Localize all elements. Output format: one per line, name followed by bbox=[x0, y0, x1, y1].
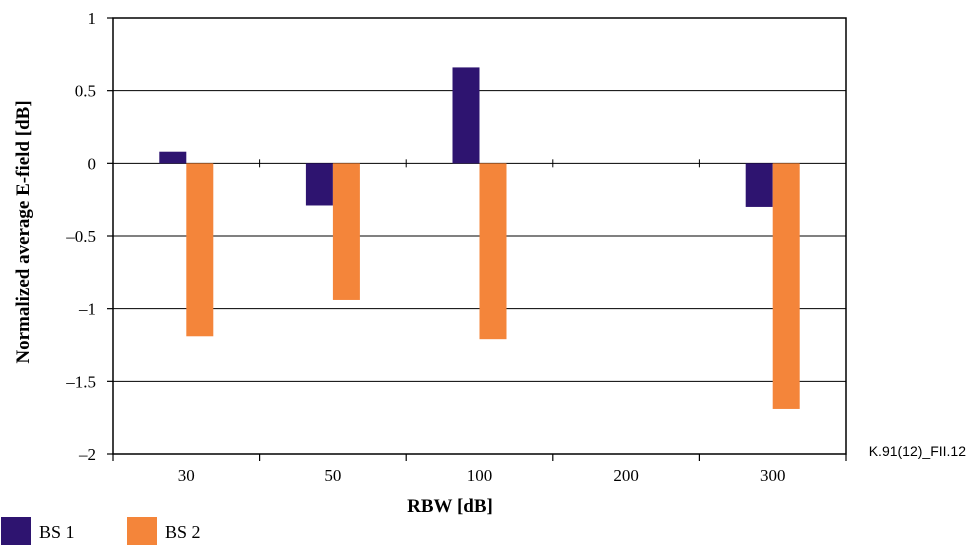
bar-bs-2-50 bbox=[332, 163, 360, 300]
legend-swatch bbox=[1, 517, 31, 545]
figure-id: K.91(12)_FII.12 bbox=[869, 443, 966, 459]
x-tick-label: 30 bbox=[178, 466, 195, 485]
y-tick-label: 0.5 bbox=[75, 82, 96, 101]
bar-bs-1-100 bbox=[452, 67, 480, 164]
legend-label: BS 1 bbox=[39, 522, 75, 542]
bar-bs-1-300 bbox=[745, 163, 773, 207]
legend: BS 1 BS 2 bbox=[1, 517, 201, 545]
x-tick-label: 50 bbox=[324, 466, 341, 485]
y-tick-label: 1 bbox=[88, 9, 97, 28]
y-tick-label: –2 bbox=[78, 445, 96, 464]
x-axis-title: RBW [dB] bbox=[407, 496, 493, 517]
bar-bs-1-50 bbox=[305, 163, 333, 206]
y-axis-ticks: 1 0.5 0 –0.5 –1 –1.5 –2 bbox=[65, 9, 113, 464]
y-tick-label: –0.5 bbox=[65, 227, 96, 246]
bar-bs-1-30 bbox=[159, 151, 187, 164]
y-tick-label: –1.5 bbox=[65, 372, 96, 391]
legend-swatch bbox=[127, 517, 157, 545]
y-tick-label: 0 bbox=[88, 154, 97, 173]
bar-bs-2-300 bbox=[772, 163, 800, 409]
y-tick-label: –1 bbox=[78, 300, 96, 319]
zero-line-ticks bbox=[259, 159, 700, 168]
x-axis-ticks: 30 50 100 200 300 bbox=[112, 454, 847, 485]
x-tick-label: 200 bbox=[613, 466, 639, 485]
bars bbox=[159, 67, 800, 409]
y-axis-title: Normalized average E-field [dB] bbox=[13, 100, 34, 363]
x-tick-label: 300 bbox=[760, 466, 786, 485]
bar-bs-2-100 bbox=[479, 163, 507, 340]
bar-bs-2-30 bbox=[186, 163, 214, 337]
legend-label: BS 2 bbox=[165, 522, 201, 542]
x-tick-label: 100 bbox=[467, 466, 493, 485]
